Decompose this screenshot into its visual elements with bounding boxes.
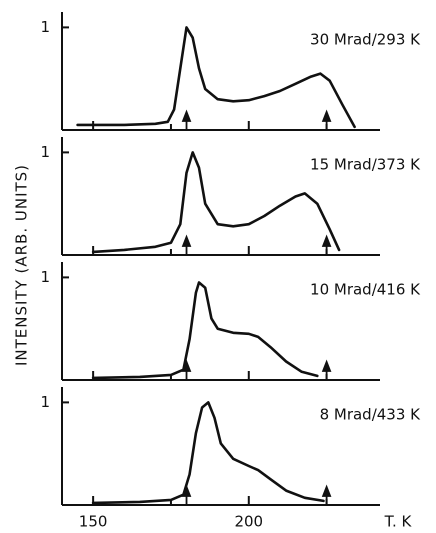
y-tick-label: 1 <box>40 393 50 411</box>
curve <box>91 281 319 380</box>
arrow <box>181 109 192 129</box>
curve <box>91 401 325 505</box>
panel-title: 30 Mrad/293 K <box>310 31 421 49</box>
arrow <box>181 484 192 504</box>
arrow <box>321 234 332 254</box>
panel-title: 8 Mrad/433 K <box>320 406 422 424</box>
arrow <box>321 359 332 379</box>
x-tick-label: 150 <box>79 513 108 531</box>
y-tick-label: 1 <box>40 268 50 286</box>
y-tick-label: 1 <box>40 143 50 161</box>
y-tick-label: 1 <box>40 18 50 36</box>
arrow <box>181 359 192 379</box>
panel-title: 10 Mrad/416 K <box>310 281 421 299</box>
arrow <box>181 234 192 254</box>
x-axis-label: T. K <box>384 513 413 531</box>
arrow <box>321 484 332 504</box>
panel-title: 15 Mrad/373 K <box>310 156 421 174</box>
y-axis-label: INTENSITY (ARB. UNITS) <box>13 164 31 366</box>
arrow <box>321 109 332 129</box>
x-tick-label: 200 <box>234 513 263 531</box>
curve <box>91 151 341 254</box>
curve <box>76 26 356 129</box>
